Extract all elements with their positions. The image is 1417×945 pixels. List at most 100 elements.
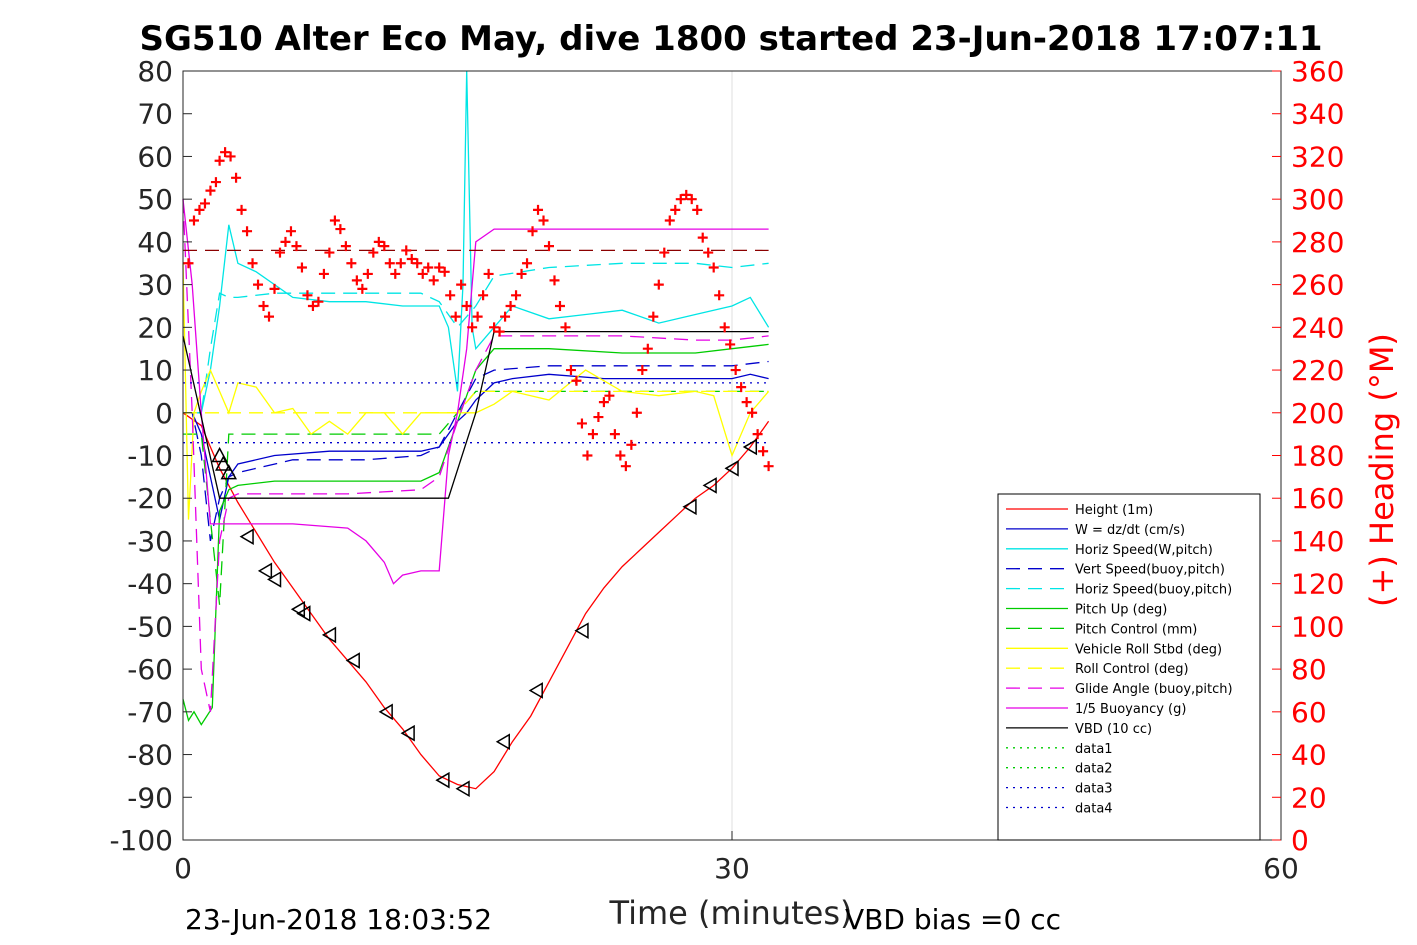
legend-entry: data4 (1075, 802, 1113, 817)
heading-point (373, 236, 384, 247)
heading-point (280, 236, 291, 247)
left-triangle-marker (528, 682, 543, 699)
legend: Height (1m) W = dz/dt (cm/s) Horiz Speed(W… (997, 493, 1261, 841)
heading-point (648, 311, 659, 322)
up-triangle-marker (211, 446, 228, 463)
heading-point (582, 450, 593, 461)
heading-point (604, 390, 615, 401)
heading-point (620, 461, 631, 472)
heading-point (708, 262, 719, 273)
heading-point (494, 326, 505, 337)
heading-point (324, 247, 335, 258)
legend-entry: Glide Angle (buoy,pitch) (1075, 682, 1233, 697)
footer-timestamp: 23-Jun-2018 18:03:52 (185, 903, 492, 936)
heading-point (269, 283, 280, 294)
y2-tick-label: 220 (1291, 354, 1344, 387)
y-tick-label: 0 (155, 397, 173, 430)
heading-point (225, 151, 236, 162)
series-line-5 (183, 262, 769, 414)
heading-point (747, 407, 758, 418)
heading-point (340, 241, 351, 252)
x-tick-label: 60 (1263, 852, 1299, 885)
heading-point (736, 382, 747, 393)
heading-point (423, 262, 434, 273)
legend-entry: Vert Speed(buoy,pitch) (1075, 563, 1225, 578)
heading-point (538, 215, 549, 226)
heading-point (472, 311, 483, 322)
y-tick-label: -60 (127, 653, 173, 686)
legend-entry: Height (1m) (1075, 503, 1153, 518)
heading-point (302, 290, 313, 301)
heading-point (527, 226, 538, 237)
left-triangle-marker (495, 733, 510, 751)
y2-tick-label: 180 (1291, 440, 1344, 473)
heading-point (318, 268, 329, 279)
heading-point (664, 215, 675, 226)
heading-point (697, 232, 708, 243)
y2-tick-label: 140 (1291, 525, 1344, 558)
heading-point (247, 258, 258, 269)
heading-point (511, 290, 522, 301)
heading-point (653, 279, 664, 290)
heading-point (675, 194, 686, 205)
heading-point (242, 226, 253, 237)
y2-tick-label: 120 (1291, 568, 1344, 601)
heading-point (725, 339, 736, 350)
heading-point (544, 241, 554, 252)
legend-entry: VBD (10 cc) (1075, 722, 1152, 737)
y2-tick-label: 20 (1291, 781, 1327, 814)
heading-point (631, 407, 642, 418)
y2-tick-label: 240 (1291, 311, 1344, 344)
heading-point (329, 215, 340, 226)
heading-point (390, 268, 401, 279)
heading-point (730, 365, 741, 376)
y2-tick-label: 340 (1291, 98, 1344, 131)
heading-point (231, 172, 242, 183)
left-triangle-marker (400, 724, 415, 742)
heading-point (489, 322, 500, 333)
heading-point (615, 450, 626, 461)
y2-tick-label: 40 (1291, 739, 1327, 772)
y2-tick-label: 200 (1291, 397, 1344, 430)
left-triangle-marker (257, 562, 273, 580)
heading-point (183, 258, 194, 269)
heading-point (461, 300, 472, 311)
heading-point (670, 204, 681, 215)
heading-point (214, 155, 225, 166)
series-line-4 (183, 360, 769, 542)
left-triangle-marker (455, 780, 470, 798)
heading-point (516, 268, 527, 279)
y2-tick-label: 360 (1291, 55, 1344, 88)
legend-entry: data1 (1075, 742, 1113, 757)
y2-tick-label: 100 (1291, 610, 1344, 643)
heading-point (593, 412, 604, 423)
heading-point (285, 226, 296, 237)
heading-point (379, 241, 390, 252)
heading-point (210, 177, 221, 188)
y-tick-label: 10 (137, 354, 173, 387)
heading-point (533, 204, 544, 215)
legend-entry: Horiz Speed(W,pitch) (1075, 543, 1213, 558)
heading-point (412, 258, 423, 269)
y2-tick-label: 80 (1291, 653, 1327, 686)
left-triangle-marker (724, 460, 739, 477)
heading-point (395, 258, 406, 269)
heading-point (253, 279, 264, 290)
heading-point (758, 446, 769, 457)
heading-point (188, 215, 199, 226)
left-triangle-marker (702, 477, 717, 494)
left-triangle-marker (574, 622, 589, 639)
left-triangle-marker (345, 652, 360, 669)
x-tick-label: 0 (174, 852, 192, 885)
series-line-12 (182, 330, 769, 499)
y-tick-label: 20 (137, 311, 173, 344)
heading-point (571, 375, 582, 386)
heading-point (478, 290, 489, 301)
heading-point (450, 311, 461, 322)
legend-entry: 1/5 Buoyancy (g) (1075, 702, 1186, 717)
heading-point (598, 397, 609, 408)
heading-point (686, 194, 697, 205)
series-line-6 (182, 343, 769, 726)
left-triangle-marker (267, 571, 282, 588)
legend-entry: Horiz Speed(buoy,pitch) (1075, 583, 1232, 598)
